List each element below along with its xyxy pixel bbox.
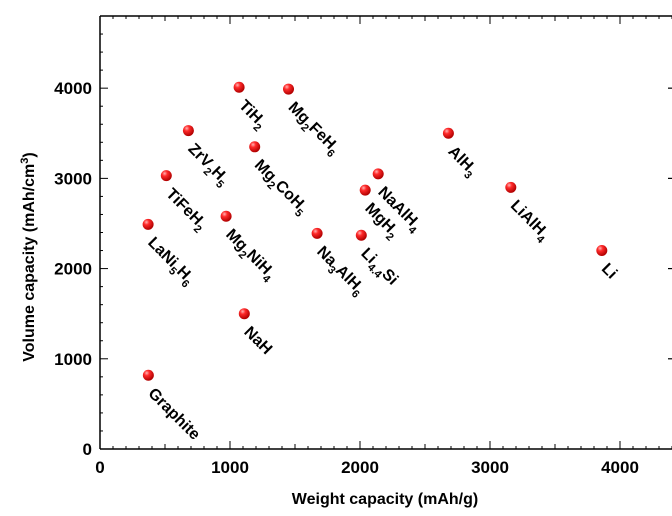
x-tick-label: 0: [95, 458, 104, 477]
data-point: [283, 83, 294, 95]
point-label: Mg2NiH4: [219, 226, 279, 286]
data-point: [142, 369, 154, 381]
x-tick-label: 2000: [341, 458, 379, 477]
data-point: [505, 181, 517, 193]
x-tick-label: 4000: [601, 458, 639, 477]
data-point: [233, 81, 245, 93]
y-tick-label: 1000: [54, 350, 92, 369]
point-label: ZrV2H5: [182, 140, 233, 191]
data-point: [220, 210, 232, 222]
data-point: [311, 227, 323, 239]
point-label: Li4.4Si: [355, 245, 401, 291]
x-tick-label: 3000: [471, 458, 509, 477]
point-label: Graphite: [145, 385, 204, 444]
y-tick-label: 2000: [54, 260, 92, 279]
data-point: [160, 170, 172, 182]
data-point: [238, 308, 250, 320]
x-tick-label: 1000: [211, 458, 249, 477]
point-label: NaH: [240, 323, 275, 358]
data-point: [596, 245, 608, 257]
point-label: TiFeH2: [160, 185, 210, 235]
tick-labels: 0 1000 2000 3000 4000 0 1000 2000 3000 4000: [54, 79, 639, 477]
point-label: Mg2CoH5: [248, 157, 311, 220]
x-axis-title: Weight capacity (mAh/g): [292, 491, 478, 508]
data-point: [249, 141, 261, 153]
point-label: Mg2FeH6: [282, 99, 343, 160]
point-label: Li: [598, 260, 620, 282]
y-tick-label: 3000: [54, 169, 92, 188]
data-points: [142, 81, 608, 381]
data-point: [359, 184, 371, 196]
point-label: LaNi5H6: [141, 234, 197, 290]
data-point: [372, 168, 384, 180]
y-tick-label: 4000: [54, 79, 92, 98]
point-label: AlH3: [442, 143, 481, 182]
data-point: [182, 125, 194, 137]
data-point: [442, 127, 454, 139]
axis-ticks: [99, 15, 672, 450]
data-point: [355, 229, 367, 241]
y-tick-label: 0: [83, 440, 92, 459]
point-label: TiH2: [232, 97, 269, 134]
data-point: [142, 218, 154, 230]
y-axis-title: Volume capacity (mAh/cm3): [19, 152, 38, 361]
point-label: LiAlH4: [504, 197, 553, 246]
point-label: Na3AlH6: [310, 243, 367, 300]
